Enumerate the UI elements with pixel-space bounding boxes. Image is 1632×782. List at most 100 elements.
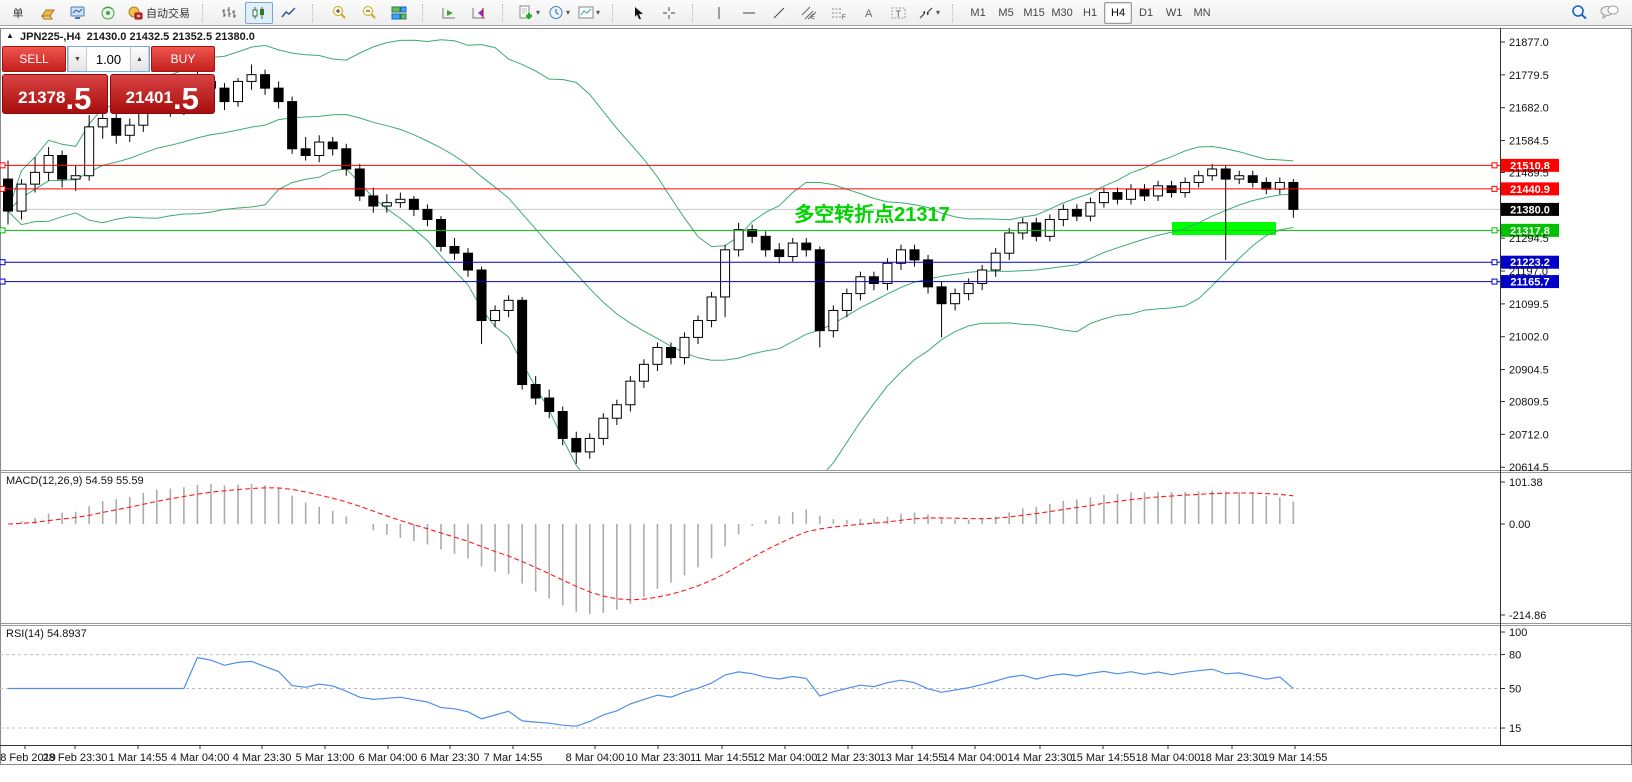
- template-button[interactable]: ▾: [575, 2, 603, 24]
- time-tick[interactable]: 6 Mar 23:30: [421, 752, 480, 764]
- timeframe-d1[interactable]: D1: [1139, 6, 1154, 19]
- svg-text:E: E: [811, 15, 815, 20]
- time-tick[interactable]: 4 Mar 23:30: [233, 752, 292, 764]
- timeframe-toolbar: M1 M5 M15 M30 H1 H4 D1 W1 MN: [961, 1, 1219, 25]
- signal-icon[interactable]: [94, 2, 122, 24]
- chart-shift-icon[interactable]: [465, 2, 493, 24]
- fibonacci-icon[interactable]: F: [825, 2, 853, 24]
- time-tick[interactable]: 5 Mar 13:00: [296, 752, 355, 764]
- time-tick[interactable]: 8 Mar 04:00: [566, 752, 625, 764]
- ask-frac: .5: [172, 80, 199, 116]
- ohlc-open: 21430.0: [86, 31, 127, 43]
- ask-quote[interactable]: 21401.5: [109, 74, 215, 116]
- arrows-icon[interactable]: ▾: [915, 2, 943, 24]
- candlestick-chart-icon[interactable]: [245, 1, 273, 24]
- highlight-rectangle[interactable]: [1172, 222, 1276, 235]
- macd-histogram: [20, 484, 1295, 614]
- trendline-icon[interactable]: [765, 2, 793, 24]
- svg-text:15: 15: [1509, 723, 1521, 735]
- time-tick[interactable]: 28 Feb 2019: [0, 752, 56, 764]
- ask-main: 21401: [125, 88, 173, 107]
- level-21510.8-badge: [1501, 158, 1559, 172]
- time-tick[interactable]: 18 Mar 23:30: [1200, 752, 1265, 764]
- gold-icon[interactable]: [34, 2, 62, 24]
- timeframe-m5[interactable]: M5: [998, 6, 1014, 19]
- time-tick[interactable]: 18 Mar 04:00: [1136, 752, 1201, 764]
- time-tick[interactable]: 14 Mar 04:00: [943, 752, 1008, 764]
- timeframe-m30[interactable]: M30: [1051, 6, 1073, 19]
- indicators-button[interactable]: ▾: [515, 2, 543, 24]
- buy-button[interactable]: BUY: [151, 46, 215, 72]
- price-tick: 21877.0: [1509, 37, 1549, 49]
- level-21317.8-badge: [1501, 223, 1559, 237]
- svg-text:21510.8: 21510.8: [1510, 160, 1550, 172]
- text-label-icon[interactable]: T: [885, 2, 913, 24]
- timeframe-h4[interactable]: H4: [1104, 1, 1133, 24]
- chart-canvas[interactable]: 21510.8 21440.9 21317.8 21223.2 21165.7 21380…: [0, 26, 1632, 777]
- line-chart-icon[interactable]: [275, 2, 303, 24]
- vertical-line-icon[interactable]: [705, 2, 733, 24]
- bid-quote[interactable]: 21378.5: [2, 74, 108, 114]
- svg-text:-214.86: -214.86: [1509, 610, 1546, 622]
- timeframe-w1[interactable]: W1: [1165, 6, 1183, 19]
- time-tick[interactable]: 6 Mar 04:00: [359, 752, 418, 764]
- bid-main: 21378: [18, 88, 66, 107]
- price-tick: 20712.0: [1509, 429, 1549, 441]
- time-tick[interactable]: 19 Mar 14:55: [1263, 752, 1328, 764]
- time-tick[interactable]: 15 Mar 14:55: [1071, 752, 1136, 764]
- timeframe-mn[interactable]: MN: [1193, 6, 1211, 19]
- auto-scroll-icon[interactable]: [435, 2, 463, 24]
- annotation-text[interactable]: 多空转折点21317: [794, 202, 950, 226]
- time-tick[interactable]: 7 Mar 14:55: [484, 752, 543, 764]
- svg-text:21440.9: 21440.9: [1510, 184, 1550, 196]
- sell-button[interactable]: SELL: [2, 46, 66, 72]
- rsi-label: RSI(14) 54.8937: [6, 628, 87, 640]
- time-tick[interactable]: 14 Mar 23:30: [1008, 752, 1073, 764]
- time-tick[interactable]: 28 Feb 23:30: [43, 752, 108, 764]
- crosshair-icon[interactable]: [655, 2, 683, 24]
- bar-chart-icon[interactable]: [215, 2, 243, 24]
- time-tick[interactable]: 1 Mar 14:55: [109, 752, 168, 764]
- timeframe-h1[interactable]: H1: [1083, 6, 1098, 19]
- time-tick[interactable]: 12 Mar 23:30: [816, 752, 881, 764]
- zoom-in-icon[interactable]: [325, 2, 353, 24]
- svg-text:101.38: 101.38: [1509, 477, 1543, 489]
- tile-windows-icon[interactable]: [385, 2, 413, 24]
- zoom-out-icon[interactable]: [355, 2, 383, 24]
- volume-increase-button[interactable]: ▲: [130, 47, 149, 71]
- new-order-button[interactable]: 单: [4, 2, 32, 24]
- collapse-arrow-icon[interactable]: ▲: [6, 31, 14, 40]
- periods-button[interactable]: ▾: [545, 2, 573, 24]
- svg-text:21317.8: 21317.8: [1510, 225, 1550, 237]
- timeframe-m1[interactable]: M1: [970, 6, 986, 19]
- time-tick[interactable]: 4 Mar 04:00: [171, 752, 230, 764]
- time-tick[interactable]: 11 Mar 14:55: [690, 752, 754, 764]
- text-icon[interactable]: A: [855, 2, 883, 24]
- volume-input[interactable]: 1.00: [95, 51, 122, 67]
- price-tick: 21197.0: [1509, 266, 1548, 278]
- terminal-icon[interactable]: [64, 2, 92, 24]
- current-price-badge: [1501, 202, 1559, 216]
- time-tick[interactable]: 10 Mar 23:30: [626, 752, 691, 764]
- price-tick: 21489.5: [1509, 168, 1549, 180]
- svg-text:21223.2: 21223.2: [1510, 257, 1550, 269]
- horizontal-line-icon[interactable]: [735, 2, 763, 24]
- cursor-icon[interactable]: [625, 2, 653, 24]
- equidistant-channel-icon[interactable]: E: [795, 2, 823, 24]
- timeframe-m15[interactable]: M15: [1023, 6, 1045, 19]
- chat-icon[interactable]: [1595, 1, 1623, 23]
- svg-text:A: A: [865, 8, 873, 20]
- auto-trading-icon: [128, 6, 143, 19]
- clock-icon: [549, 6, 563, 19]
- time-tick[interactable]: 13 Mar 14:55: [880, 752, 945, 764]
- volume-decrease-button[interactable]: ▼: [68, 47, 87, 71]
- time-tick[interactable]: 12 Mar 04:00: [753, 752, 818, 764]
- search-icon[interactable]: [1565, 1, 1593, 23]
- svg-text:100: 100: [1509, 627, 1527, 639]
- price-tick: 20904.5: [1509, 365, 1549, 377]
- svg-text:80: 80: [1509, 650, 1521, 662]
- auto-trading-label: 自动交易: [146, 7, 190, 20]
- auto-trading-button[interactable]: 自动交易: [124, 2, 193, 24]
- symbol-info: ▲ JPN225-,H4 21430.0 21432.5 21352.5 213…: [6, 31, 255, 43]
- price-tick: 21779.5: [1509, 70, 1549, 82]
